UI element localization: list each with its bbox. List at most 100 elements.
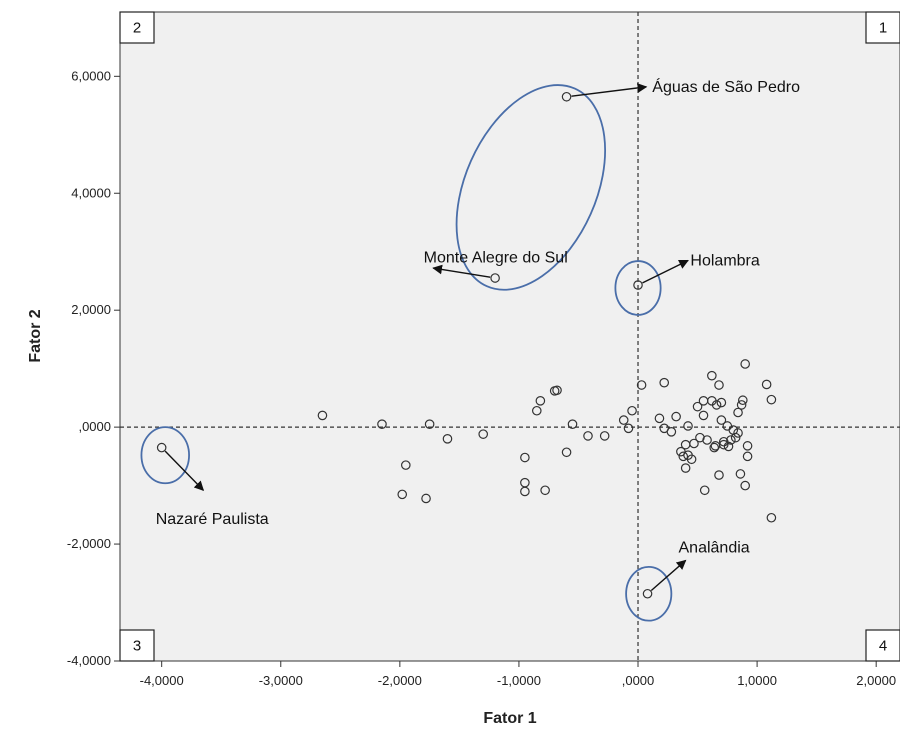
highlight-ellipses bbox=[140, 84, 673, 622]
annotation-arrow bbox=[432, 264, 491, 278]
scatter-point bbox=[520, 452, 530, 463]
scatter-point bbox=[421, 493, 431, 504]
scatter-point bbox=[599, 431, 610, 441]
scatter-point bbox=[377, 419, 387, 430]
x-tick-label: -3,0000 bbox=[259, 673, 303, 688]
scatter-point bbox=[490, 273, 500, 283]
scatter-point bbox=[671, 411, 681, 422]
annotation-arrow bbox=[571, 83, 648, 97]
scatter-point bbox=[761, 379, 772, 390]
x-tick-label: -4,0000 bbox=[140, 673, 184, 688]
highlight-ellipse bbox=[614, 260, 662, 316]
scatter-point bbox=[711, 400, 722, 410]
highlight-ellipse bbox=[625, 565, 673, 622]
x-tick-label: -1,0000 bbox=[497, 673, 541, 688]
scatter-point bbox=[531, 405, 542, 416]
annotation-arrow bbox=[164, 450, 205, 491]
scatter-point bbox=[702, 435, 712, 445]
x-tick-label: ,0000 bbox=[622, 673, 655, 688]
data-points bbox=[156, 91, 777, 599]
scatter-point bbox=[726, 435, 736, 445]
scatter-point bbox=[740, 359, 750, 369]
scatter-point bbox=[733, 407, 743, 418]
scatter-point bbox=[716, 397, 727, 408]
scatter-point bbox=[718, 439, 729, 450]
scatter-point bbox=[740, 480, 750, 491]
scatter-point bbox=[723, 441, 734, 452]
scatter-point bbox=[567, 419, 578, 430]
scatter-point bbox=[698, 410, 709, 421]
annotation-label: Nazaré Paulista bbox=[156, 511, 269, 528]
scatter-point bbox=[742, 451, 753, 462]
annotation-label: Holambra bbox=[690, 252, 759, 269]
quadrant-label: 3 bbox=[133, 638, 141, 655]
x-tick-label: 1,0000 bbox=[737, 673, 777, 688]
scatter-point bbox=[561, 447, 572, 458]
scatter-point bbox=[424, 419, 435, 430]
scatter-point bbox=[678, 451, 689, 462]
plot-area bbox=[119, 11, 900, 662]
annotation-label: Águas de São Pedro bbox=[652, 77, 800, 96]
y-tick-label: 2,0000 bbox=[71, 302, 111, 317]
scatter-point bbox=[520, 486, 530, 497]
scatter-point bbox=[683, 421, 693, 431]
scatter-point bbox=[689, 438, 699, 449]
annotation-label: Monte Alegre do Sul bbox=[424, 250, 568, 267]
reference-lines bbox=[120, 12, 900, 661]
scatter-point bbox=[692, 401, 703, 412]
quadrant-box bbox=[119, 629, 155, 662]
quadrant-label: 2 bbox=[133, 20, 141, 37]
quadrant-box bbox=[865, 11, 900, 44]
quadrant-label: 1 bbox=[879, 20, 887, 37]
quadrant-labels: 1 2 3 4 bbox=[119, 11, 900, 662]
annotation-arrow bbox=[642, 259, 689, 284]
scatter-point bbox=[156, 442, 167, 453]
x-tick-label: -2,0000 bbox=[378, 673, 422, 688]
scatter-point bbox=[742, 441, 753, 451]
scatter-point bbox=[680, 463, 691, 473]
scatter-point bbox=[699, 485, 710, 496]
scatter-point bbox=[636, 380, 647, 390]
scatter-point bbox=[666, 427, 677, 437]
highlight-ellipse bbox=[140, 426, 190, 485]
axes: -4,0000-2,0000,00002,00004,00006,0000-4,… bbox=[67, 68, 896, 688]
scatter-point bbox=[766, 394, 777, 405]
scatter-point bbox=[695, 432, 705, 443]
scatter-point bbox=[633, 280, 643, 290]
scatter-point bbox=[766, 512, 777, 523]
scatter-point bbox=[397, 489, 408, 500]
scatter-point bbox=[709, 442, 720, 453]
y-tick-label: -2,0000 bbox=[67, 536, 111, 551]
scatter-point bbox=[317, 410, 328, 421]
scatter-point bbox=[733, 428, 743, 438]
y-tick-label: ,0000 bbox=[78, 419, 111, 434]
x-axis-title: Fator 1 bbox=[483, 710, 536, 727]
scatter-point bbox=[478, 429, 489, 439]
y-tick-label: 6,0000 bbox=[71, 68, 111, 83]
scatter-point bbox=[642, 588, 653, 599]
scatter-point bbox=[654, 413, 665, 424]
quadrant-box bbox=[119, 11, 155, 44]
highlight-ellipse bbox=[455, 84, 607, 291]
scatter-point bbox=[535, 396, 546, 406]
quadrant-box bbox=[865, 629, 900, 662]
scatter-point bbox=[561, 91, 572, 102]
annotation-arrows bbox=[164, 83, 689, 591]
annotation-arrow bbox=[650, 559, 687, 591]
scatter-point bbox=[730, 432, 741, 443]
annotation-labels: Águas de São Pedro Monte Alegre do Sul Hol… bbox=[156, 77, 800, 557]
scatter-point bbox=[714, 470, 724, 480]
scatter-point bbox=[623, 423, 634, 434]
scatter-point bbox=[714, 380, 724, 390]
x-tick-label: 2,0000 bbox=[856, 673, 896, 688]
y-axis-title: Fator 2 bbox=[27, 309, 44, 362]
scatter-point bbox=[736, 400, 747, 410]
scatter-point bbox=[552, 385, 562, 396]
scatter-point bbox=[401, 460, 411, 470]
scatter-point bbox=[627, 405, 637, 416]
scatter-point bbox=[659, 377, 670, 388]
scatter-point bbox=[618, 415, 629, 425]
annotation-label: Analândia bbox=[679, 540, 750, 557]
scatter-point bbox=[540, 485, 550, 496]
